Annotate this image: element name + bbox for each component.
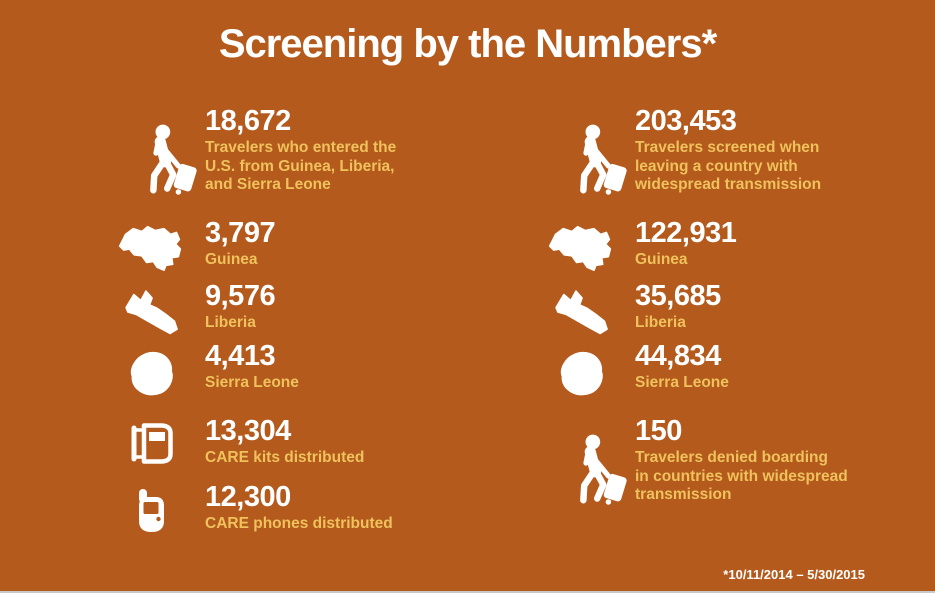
stat-sierra-leone-screened: 44,834 Sierra Leone bbox=[546, 341, 729, 401]
stat-value: 13,304 bbox=[205, 415, 291, 447]
guinea-map-icon bbox=[116, 220, 200, 274]
stat-label: Liberia bbox=[205, 314, 256, 332]
date-range-footnote: *10/11/2014 – 5/30/2015 bbox=[723, 567, 865, 582]
liberia-map-icon bbox=[546, 286, 630, 336]
sierra-leone-map-icon bbox=[546, 347, 630, 401]
stat-label: Sierra Leone bbox=[635, 374, 729, 392]
stat-label: Guinea bbox=[205, 251, 258, 269]
stat-liberia-entered: 9,576 Liberia bbox=[116, 280, 276, 336]
stat-value: 3,797 bbox=[205, 217, 276, 249]
stat-value: 122,931 bbox=[635, 217, 737, 249]
bottom-edge-divider bbox=[0, 591, 935, 593]
traveler-with-suitcase-icon bbox=[546, 118, 630, 202]
stat-guinea-screened: 122,931 Guinea bbox=[546, 217, 737, 274]
stat-label: CARE kits distributed bbox=[205, 449, 365, 467]
stat-value: 150 bbox=[635, 415, 682, 447]
stat-label: Guinea bbox=[635, 251, 688, 269]
stat-label: Travelers denied boarding in countries w… bbox=[635, 449, 848, 503]
book-icon bbox=[116, 421, 200, 465]
page-title: Screening by the Numbers* bbox=[218, 22, 717, 66]
traveler-with-suitcase-icon bbox=[546, 428, 630, 512]
traveler-with-suitcase-icon bbox=[116, 118, 200, 202]
stat-liberia-screened: 35,685 Liberia bbox=[546, 281, 721, 336]
liberia-map-icon bbox=[116, 286, 200, 336]
stat-value: 35,685 bbox=[635, 280, 721, 312]
stat-value: 203,453 bbox=[635, 105, 737, 137]
stat-value: 9,576 bbox=[205, 280, 276, 312]
sierra-leone-map-icon bbox=[116, 347, 200, 401]
stat-value: 44,834 bbox=[635, 340, 721, 372]
stat-guinea-entered: 3,797 Guinea bbox=[116, 217, 276, 274]
stat-care-kits: 13,304 CARE kits distributed bbox=[116, 416, 364, 468]
stat-sierra-leone-entered: 4,413 Sierra Leone bbox=[116, 341, 299, 401]
stat-value: 12,300 bbox=[205, 481, 291, 513]
mobile-phone-icon bbox=[116, 488, 200, 534]
stat-care-phones: 12,300 CARE phones distributed bbox=[116, 482, 393, 534]
stat-label: Travelers who entered the U.S. from Guin… bbox=[205, 139, 397, 193]
stat-label: CARE phones distributed bbox=[205, 515, 393, 533]
stat-label: Travelers screened when leaving a countr… bbox=[635, 139, 822, 193]
stat-travelers-entered-us: 18,672 Travelers who entered the U.S. fr… bbox=[116, 106, 396, 202]
stat-label: Liberia bbox=[635, 314, 686, 332]
stat-travelers-screened-exit: 203,453 Travelers screened when leaving … bbox=[546, 106, 821, 202]
guinea-map-icon bbox=[546, 220, 630, 274]
stat-label: Sierra Leone bbox=[205, 374, 299, 392]
stat-travelers-denied-boarding: 150 Travelers denied boarding in countri… bbox=[546, 416, 848, 512]
stat-value: 18,672 bbox=[205, 105, 291, 137]
stat-value: 4,413 bbox=[205, 340, 276, 372]
